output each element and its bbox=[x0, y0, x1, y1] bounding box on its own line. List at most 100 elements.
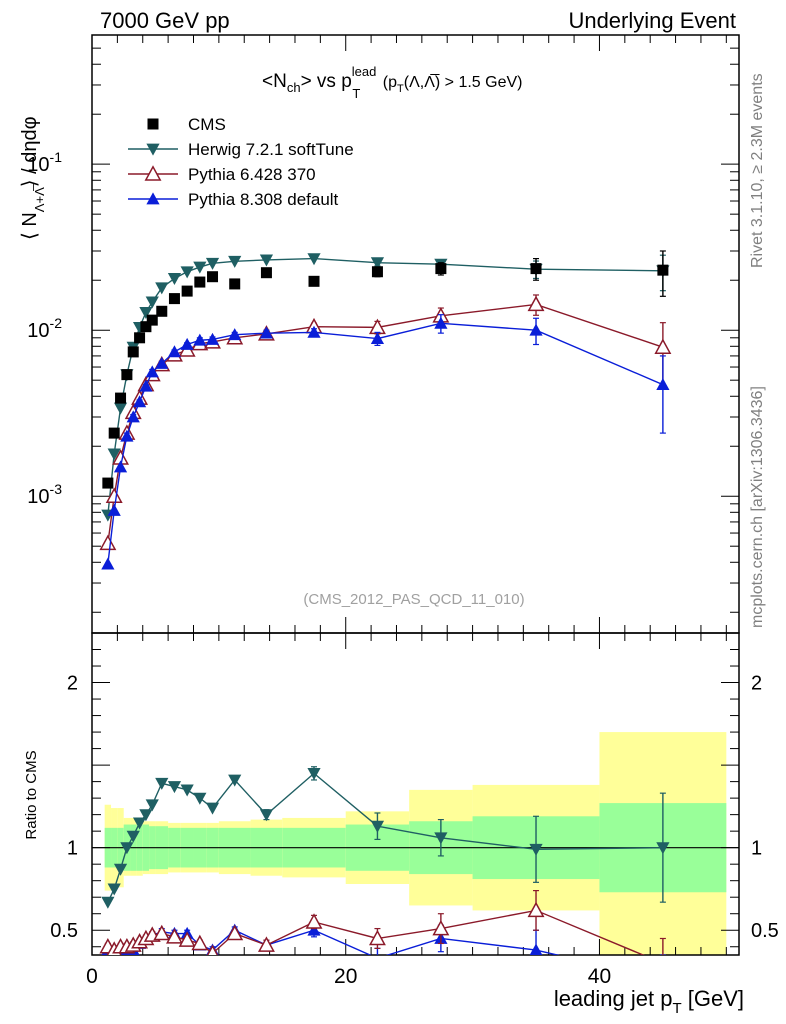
ratio-point-herwig bbox=[101, 896, 115, 909]
ratio-point-herwig bbox=[259, 809, 274, 822]
xlabel-text: leading jet p bbox=[554, 986, 673, 1011]
point-herwig bbox=[307, 253, 321, 266]
point-cms bbox=[146, 314, 158, 326]
ratio-point-pythia6 bbox=[191, 934, 209, 951]
point-pythia8 bbox=[434, 316, 448, 329]
ratio-point-herwig bbox=[180, 784, 194, 797]
ratio-y-tick-label-left: 0.5 bbox=[50, 920, 78, 942]
y-tick-label: 10-2 bbox=[27, 315, 62, 342]
point-cms bbox=[140, 321, 152, 333]
point-herwig bbox=[180, 266, 194, 279]
point-pythia8 bbox=[205, 332, 220, 345]
mcplots-label: mcplots.cern.ch [arXiv:1306.3436] bbox=[749, 386, 766, 628]
title-prefix: <N bbox=[262, 71, 287, 92]
x-axis-label: leading jet pT [GeV] bbox=[554, 986, 744, 1017]
x-tick-label: 40 bbox=[588, 965, 611, 988]
ratio-point-herwig bbox=[228, 774, 242, 787]
ratio-point-herwig bbox=[139, 809, 153, 822]
ratio-point-herwig bbox=[132, 817, 147, 830]
ratio-point-herwig bbox=[120, 842, 134, 855]
point-cms bbox=[134, 332, 146, 344]
title-paren-rest: (Λ,Λ̅) > 1.5 GeV) bbox=[404, 73, 523, 91]
title-p-sup: lead bbox=[352, 64, 377, 79]
point-cms bbox=[156, 305, 168, 317]
point-cms bbox=[207, 271, 219, 283]
ratio-y-tick-label-right: 0.5 bbox=[751, 920, 779, 942]
point-pythia8 bbox=[259, 326, 274, 339]
point-cms bbox=[308, 275, 320, 287]
ratio-point-pythia6 bbox=[527, 901, 545, 918]
ratio-y-tick-label-left: 1 bbox=[67, 838, 78, 860]
point-pythia8 bbox=[656, 378, 670, 391]
point-pythia8 bbox=[307, 325, 321, 338]
point-herwig bbox=[193, 261, 207, 274]
ratio-point-pythia8 bbox=[307, 923, 321, 936]
ratio-point-herwig bbox=[307, 767, 321, 780]
point-cms bbox=[108, 427, 120, 439]
point-herwig bbox=[205, 257, 220, 270]
point-pythia8 bbox=[155, 356, 169, 369]
title-paren-open: (p bbox=[378, 74, 397, 91]
ratio-point-pythia6 bbox=[432, 919, 450, 936]
ratio-point-herwig bbox=[167, 781, 182, 794]
point-cms bbox=[115, 392, 127, 404]
ratio-point-pythia8 bbox=[529, 943, 543, 955]
point-cms bbox=[657, 264, 669, 276]
series-pythia8 bbox=[101, 314, 670, 570]
point-pythia8 bbox=[107, 503, 121, 516]
point-pythia6 bbox=[105, 487, 123, 503]
main-series bbox=[99, 250, 672, 570]
ratio-point-pythia6 bbox=[165, 928, 183, 944]
point-pythia6 bbox=[527, 295, 545, 312]
ylabel-close: ⟩ / dηdφ bbox=[19, 116, 41, 187]
ylabel-open: ⟨ N bbox=[19, 212, 41, 240]
title-p-sub: T bbox=[352, 86, 360, 101]
energy-label: 7000 GeV pp bbox=[100, 8, 230, 33]
point-herwig bbox=[167, 273, 182, 286]
point-herwig bbox=[228, 255, 242, 268]
legend: CMS Herwig 7.2.1 softTune Pythia 6.428 370… bbox=[128, 115, 354, 209]
ratio-bands bbox=[104, 732, 727, 955]
point-herwig bbox=[155, 282, 169, 295]
ratio-point-herwig bbox=[126, 830, 140, 843]
point-cms bbox=[194, 276, 206, 288]
ratio-point-herwig bbox=[370, 820, 385, 833]
ratio-series-herwig bbox=[101, 766, 670, 909]
point-pythia8 bbox=[126, 410, 140, 423]
point-pythia8 bbox=[139, 379, 153, 392]
point-cms bbox=[229, 278, 241, 290]
x-tick-label: 0 bbox=[86, 965, 98, 988]
point-cms bbox=[181, 285, 193, 297]
ratio-point-pythia6 bbox=[368, 929, 386, 946]
ratio-y-axis-label: Ratio to CMS bbox=[23, 750, 40, 839]
ratio-y-tick-label-right: 2 bbox=[751, 673, 762, 695]
point-cms bbox=[127, 346, 139, 358]
point-pythia8 bbox=[120, 429, 134, 442]
ratio-series bbox=[99, 766, 670, 955]
ylabel-sub: Λ+Λ̅ bbox=[32, 183, 47, 212]
title-mid: > vs p bbox=[301, 71, 352, 92]
point-pythia8 bbox=[180, 337, 194, 350]
ratio-y-tick-label-right: 1 bbox=[751, 838, 762, 860]
x-tick-label: 20 bbox=[334, 965, 357, 988]
point-herwig bbox=[139, 307, 153, 320]
legend-marker-cms bbox=[147, 118, 159, 130]
point-pythia8 bbox=[370, 332, 385, 345]
point-pythia8 bbox=[529, 323, 543, 336]
ratio-y-tick-label-left: 2 bbox=[67, 673, 78, 695]
legend-marker-herwig bbox=[146, 143, 160, 156]
main-title: <Nch> vs plead T (pT(Λ,Λ̅) > 1.5 GeV) bbox=[262, 64, 522, 101]
point-pythia8 bbox=[145, 365, 159, 378]
y-tick-label: 10-1 bbox=[27, 149, 62, 176]
point-pythia8 bbox=[167, 345, 182, 358]
xlabel-unit: [GeV] bbox=[682, 986, 744, 1011]
ratio-point-herwig bbox=[205, 802, 220, 815]
point-herwig bbox=[370, 257, 385, 270]
ratio-point-herwig bbox=[113, 863, 128, 876]
point-cms bbox=[121, 369, 133, 381]
analysis-tag: (CMS_2012_PAS_QCD_11_010) bbox=[303, 591, 524, 608]
ratio-point-pythia6 bbox=[305, 913, 323, 929]
ratio-point-herwig bbox=[145, 799, 159, 812]
ratio-point-pythia6 bbox=[153, 924, 171, 941]
